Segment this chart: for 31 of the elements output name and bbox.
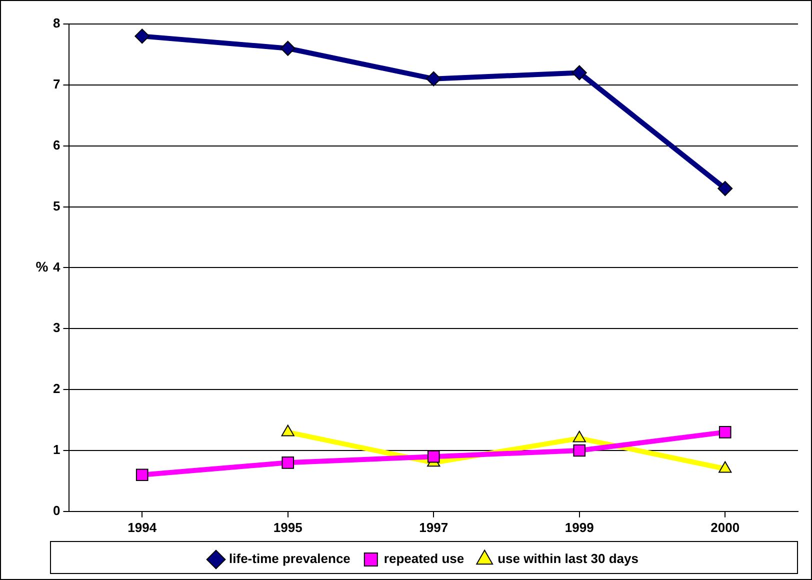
point: [281, 424, 294, 436]
y-tick-label: 0: [52, 502, 60, 518]
point: [426, 71, 442, 86]
point: [280, 40, 296, 56]
legend-label: repeated use: [384, 551, 464, 566]
x-tick-label: 2000: [710, 520, 740, 535]
point: [718, 181, 733, 196]
point: [572, 430, 586, 442]
y-tick-label: 4: [52, 259, 61, 274]
y-tick-label: 8: [52, 16, 60, 31]
point: [282, 456, 294, 469]
y-tick-label: 7: [52, 76, 60, 92]
y-tick-label: 5: [52, 198, 60, 214]
x-tick-label: 1994: [128, 520, 158, 535]
y-axis-title: %: [36, 258, 49, 275]
y-tick-label: 3: [52, 320, 60, 336]
point: [572, 65, 587, 80]
point: [718, 461, 732, 473]
legend-label: use within last 30 days: [498, 551, 638, 566]
y-tick-label: 1: [52, 442, 60, 458]
y-tick-label: 6: [52, 137, 60, 152]
legend-label: life-time prevalence: [229, 551, 350, 566]
point: [573, 444, 586, 457]
point: [136, 468, 148, 481]
point: [134, 28, 150, 44]
x-tick-label: 1999: [564, 520, 594, 535]
y-tick-label: 2: [52, 381, 60, 396]
x-tick-label: 1997: [419, 520, 448, 535]
x-tick-label: 1995: [273, 520, 302, 535]
point: [427, 450, 440, 463]
point: [718, 426, 732, 438]
